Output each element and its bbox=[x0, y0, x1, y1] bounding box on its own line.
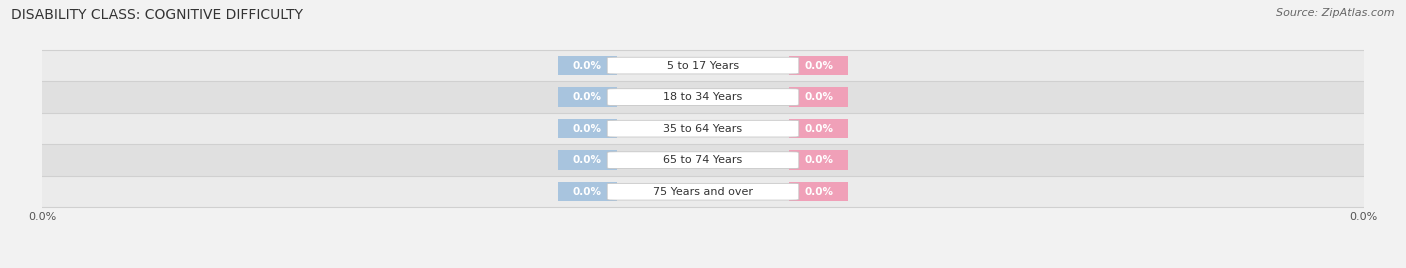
Bar bbox=[42, 176, 1364, 207]
Bar bbox=[42, 113, 1364, 144]
Text: 5 to 17 Years: 5 to 17 Years bbox=[666, 61, 740, 70]
Text: 65 to 74 Years: 65 to 74 Years bbox=[664, 155, 742, 165]
Text: 18 to 34 Years: 18 to 34 Years bbox=[664, 92, 742, 102]
Bar bbox=[558, 182, 617, 202]
Text: 0.0%: 0.0% bbox=[804, 61, 834, 70]
Text: 0.0%: 0.0% bbox=[572, 92, 602, 102]
Bar bbox=[558, 56, 617, 75]
Text: 0.0%: 0.0% bbox=[572, 187, 602, 197]
Bar bbox=[558, 87, 617, 107]
Text: 0.0%: 0.0% bbox=[572, 61, 602, 70]
FancyBboxPatch shape bbox=[607, 152, 799, 169]
Text: 0.0%: 0.0% bbox=[804, 124, 834, 134]
Text: 0.0%: 0.0% bbox=[804, 187, 834, 197]
Text: 0.0%: 0.0% bbox=[804, 155, 834, 165]
FancyBboxPatch shape bbox=[607, 120, 799, 137]
Text: Source: ZipAtlas.com: Source: ZipAtlas.com bbox=[1277, 8, 1395, 18]
Bar bbox=[42, 81, 1364, 113]
Bar bbox=[789, 56, 848, 75]
Bar bbox=[789, 182, 848, 202]
Text: 75 Years and over: 75 Years and over bbox=[652, 187, 754, 197]
FancyBboxPatch shape bbox=[607, 183, 799, 200]
Bar bbox=[789, 150, 848, 170]
FancyBboxPatch shape bbox=[607, 89, 799, 106]
Bar bbox=[42, 50, 1364, 81]
Bar bbox=[789, 87, 848, 107]
Bar bbox=[558, 119, 617, 138]
Text: 0.0%: 0.0% bbox=[572, 124, 602, 134]
Text: 0.0%: 0.0% bbox=[572, 155, 602, 165]
Bar bbox=[789, 119, 848, 138]
Bar bbox=[558, 150, 617, 170]
Text: DISABILITY CLASS: COGNITIVE DIFFICULTY: DISABILITY CLASS: COGNITIVE DIFFICULTY bbox=[11, 8, 304, 22]
Text: 35 to 64 Years: 35 to 64 Years bbox=[664, 124, 742, 134]
Legend: Male, Female: Male, Female bbox=[640, 263, 766, 268]
FancyBboxPatch shape bbox=[607, 57, 799, 74]
Text: 0.0%: 0.0% bbox=[804, 92, 834, 102]
Bar bbox=[42, 144, 1364, 176]
